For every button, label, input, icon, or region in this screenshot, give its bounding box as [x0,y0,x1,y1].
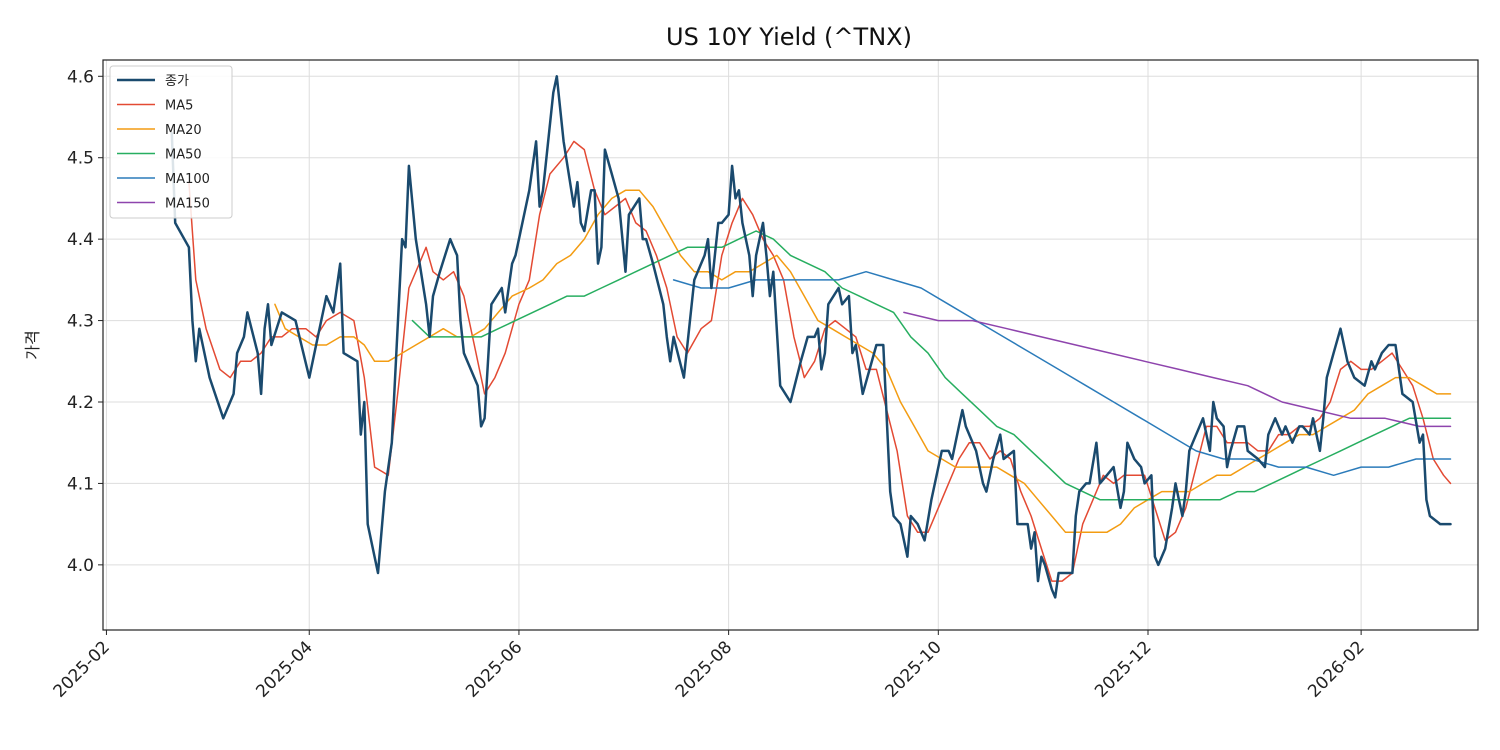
legend-label: MA100 [165,172,210,187]
x-tick-label: 2025-12 [1091,637,1155,701]
y-tick-label: 4.3 [67,312,94,332]
legend-label: MA20 [165,123,202,138]
legend-label: MA5 [165,99,193,114]
y-tick-label: 4.4 [67,230,94,250]
legend-label: MA50 [165,148,202,163]
series-layer [170,75,1452,599]
x-tick-label: 2026-02 [1304,637,1368,701]
x-tick-label: 2025-02 [50,637,114,701]
y-tick-label: 4.1 [67,474,94,494]
series-line-ma150 [903,311,1452,428]
x-tick-label: 2025-04 [252,637,316,701]
legend: 종가 MA5 MA20 MA50 MA100 MA150 [109,65,233,219]
legend-label: MA150 [165,197,210,212]
x-tick-label: 2025-08 [672,637,736,701]
chart-title: US 10Y Yield (^TNX) [666,23,912,51]
y-axis-label: 가격 [23,330,42,359]
y-tick-label: 4.0 [67,556,94,576]
series-line-ma50 [411,230,1452,501]
y-tick-label: 4.6 [67,67,94,87]
series-line-종가 [170,75,1452,599]
x-tick-label: 2025-10 [881,637,945,701]
legend-label: 종가 [165,74,189,89]
x-tick-label: 2025-06 [462,637,526,701]
y-tick-label: 4.2 [67,393,94,413]
y-tick-label: 4.5 [67,149,94,169]
x-axis: 2025-02 2025-04 2025-06 2025-08 2025-10 2025-… [50,630,1369,702]
grid [103,60,1478,630]
series-line-ma100 [672,270,1452,477]
y-axis: 4.0 4.1 4.2 4.3 4.4 4.5 4.6 [67,67,103,576]
plot-frame [102,59,1479,631]
